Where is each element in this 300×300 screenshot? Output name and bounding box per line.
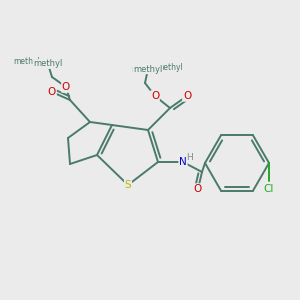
Text: O: O: [183, 91, 191, 101]
Text: methyl: methyl: [141, 68, 146, 70]
Text: methyl: methyl: [13, 58, 40, 67]
Text: O: O: [151, 91, 159, 101]
Text: N: N: [179, 157, 187, 167]
Text: methyl: methyl: [146, 68, 150, 70]
Text: Cl: Cl: [264, 184, 274, 194]
Text: methyl: methyl: [146, 68, 150, 70]
Text: O: O: [48, 87, 56, 97]
Text: methyl: methyl: [133, 64, 163, 74]
Text: methyl: methyl: [131, 64, 163, 74]
Text: methyl: methyl: [156, 62, 183, 71]
Text: O: O: [194, 184, 202, 194]
Text: methyl: methyl: [33, 59, 63, 68]
Text: O: O: [62, 82, 70, 92]
Text: S: S: [125, 180, 131, 190]
Text: H: H: [186, 152, 193, 161]
